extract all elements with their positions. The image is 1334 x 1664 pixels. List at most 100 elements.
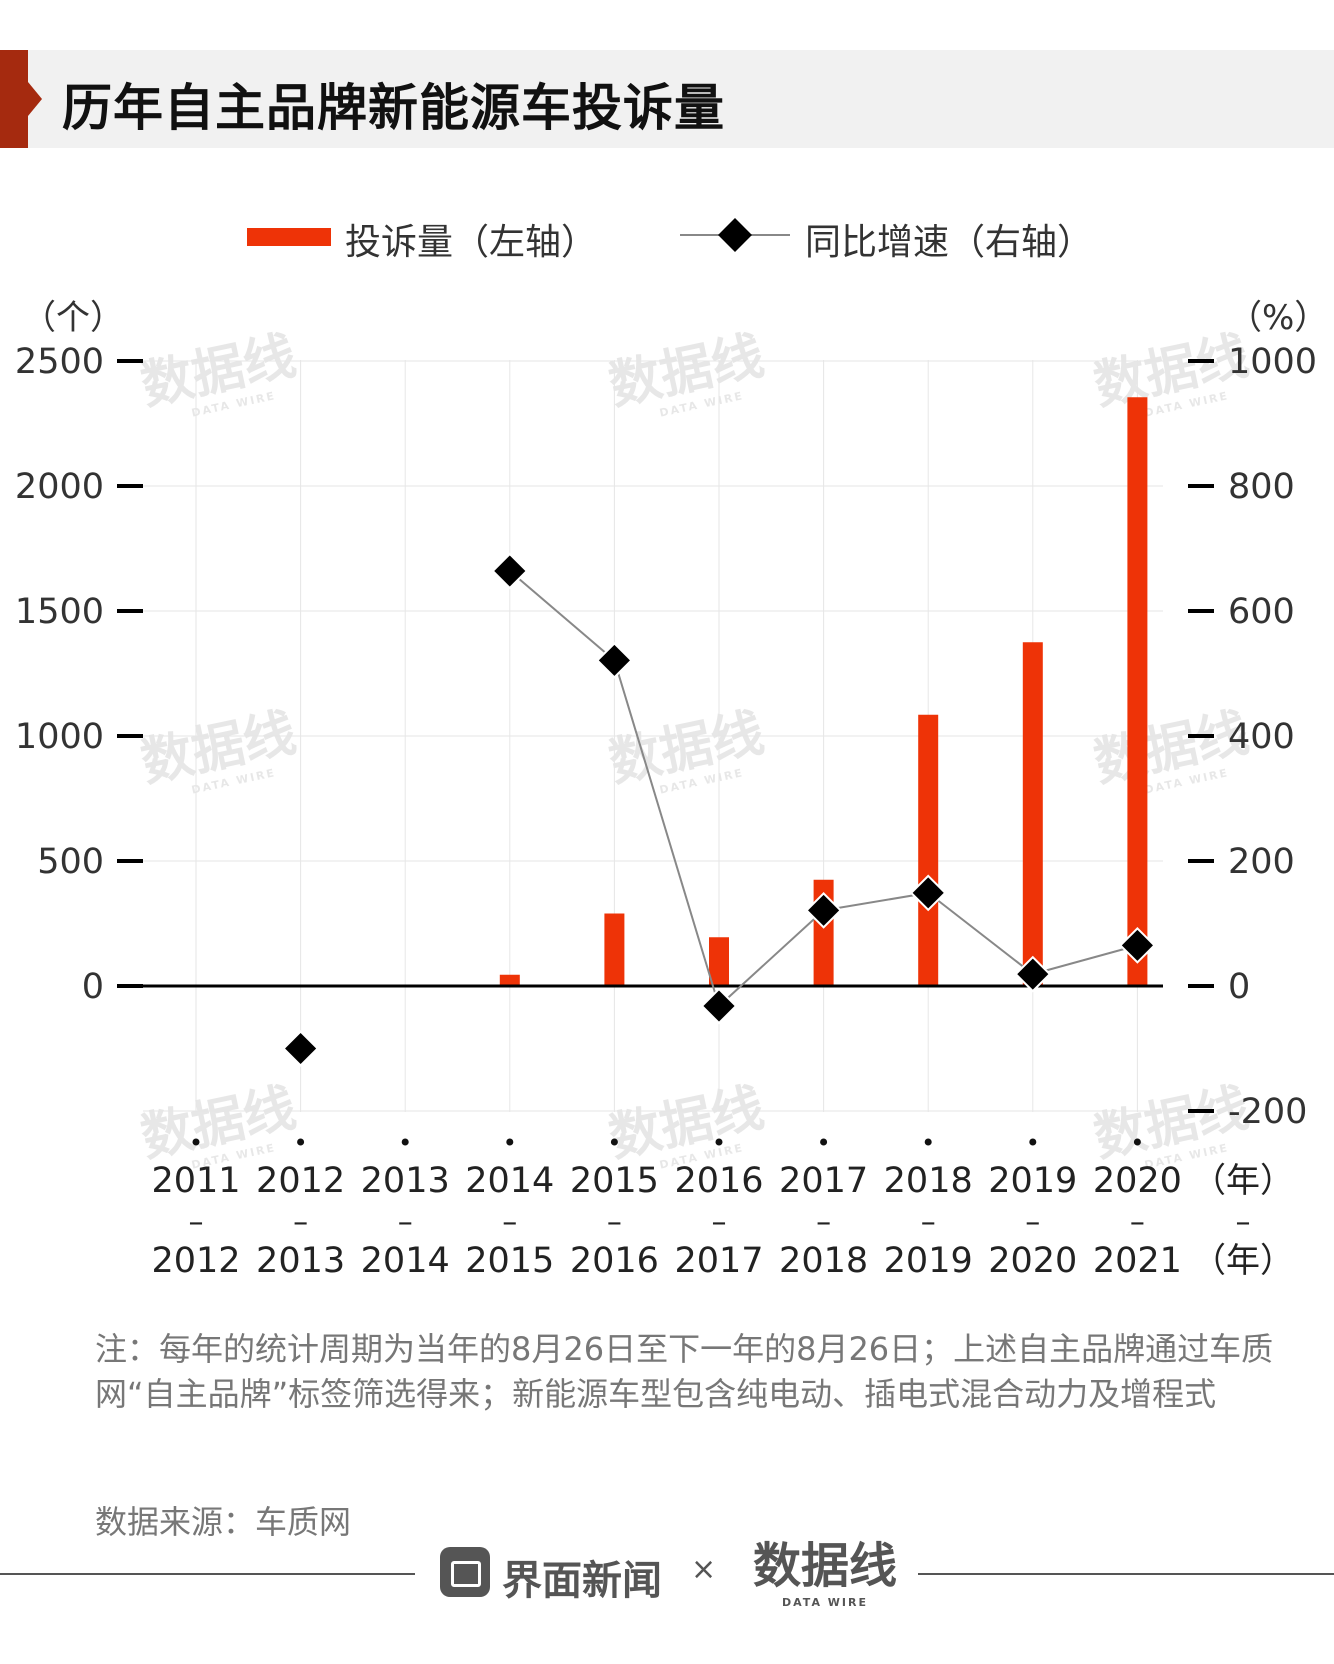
x-tick-dot <box>506 1138 514 1146</box>
x-label-start: 2011 <box>151 1161 240 1201</box>
right-tick-label: 200 <box>1228 842 1295 882</box>
growth-marker <box>596 641 633 679</box>
legend-bar-swatch <box>247 228 331 246</box>
x-unit-dash: – <box>1236 1205 1251 1240</box>
x-label-end: 2013 <box>256 1241 345 1281</box>
x-label-start: 2013 <box>361 1161 450 1201</box>
x-tick-dot <box>297 1138 305 1146</box>
right-tick-label: 800 <box>1228 467 1295 507</box>
right-tick-label: -200 <box>1228 1092 1307 1132</box>
x-label-dash: – <box>921 1205 936 1240</box>
growth-marker <box>909 874 947 912</box>
datawire-logo-sub: DATA WIRE <box>782 1596 868 1609</box>
x-label-start: 2017 <box>779 1161 868 1201</box>
x-label-dash: – <box>607 1205 622 1240</box>
x-label-end: 2015 <box>465 1241 554 1281</box>
growth-line-segment <box>1032 944 1138 976</box>
x-label-dash: – <box>712 1205 727 1240</box>
x-label-end: 2016 <box>570 1241 659 1281</box>
x-unit-top: （年） <box>1192 1161 1294 1201</box>
x-tick-dot <box>401 1138 409 1146</box>
bar <box>1127 397 1148 986</box>
x-label-end: 2017 <box>674 1241 763 1281</box>
x-label-start: 2019 <box>988 1161 1077 1201</box>
right-tick-label: 400 <box>1228 717 1295 757</box>
growth-line-segment <box>509 570 616 662</box>
datawire-logo: 数据线 DATA WIRE <box>753 1538 897 1609</box>
left-tick-label: 2000 <box>15 467 104 507</box>
bar <box>499 974 520 986</box>
left-tick-label: 2500 <box>15 342 104 382</box>
x-label-start: 2012 <box>256 1161 345 1201</box>
note: 注：每年的统计周期为当年的8月26日至下一年的8月26日；上述自主品牌通过车质网… <box>95 1330 1274 1413</box>
footer-brand: 界面新闻 <box>502 1558 662 1604</box>
legend-line-label: 同比增速（右轴） <box>805 222 1094 263</box>
x-label-dash: – <box>502 1205 517 1240</box>
x-tick-dot <box>1133 1138 1141 1146</box>
growth-marker <box>1119 926 1156 964</box>
legend-line-swatch <box>680 218 790 252</box>
left-tick-label: 0 <box>82 967 104 1007</box>
right-axis-unit: （%） <box>1228 298 1329 338</box>
x-label-end: 2014 <box>361 1241 450 1281</box>
right-tick-label: 0 <box>1228 967 1250 1007</box>
datawire-logo-text: 数据线 <box>753 1538 897 1594</box>
x-label-start: 2015 <box>570 1161 659 1201</box>
x-label-start: 2016 <box>674 1161 763 1201</box>
x-label-dash: – <box>293 1205 308 1240</box>
bar <box>709 937 729 986</box>
x-label-dash: – <box>1130 1205 1145 1240</box>
x-tick-dot <box>1029 1138 1037 1146</box>
footer-divider-right <box>918 1573 1334 1575</box>
x-label-start: 2014 <box>465 1161 554 1201</box>
title-arrow-icon <box>28 82 42 116</box>
bar <box>604 913 625 986</box>
chart-title: 历年自主品牌新能源车投诉量 <box>62 79 725 137</box>
footer-divider-left <box>0 1573 415 1575</box>
bar <box>1022 642 1043 986</box>
x-label-end: 2012 <box>151 1241 240 1281</box>
source: 数据来源：车质网 <box>95 1503 352 1541</box>
x-label-dash: – <box>816 1205 831 1240</box>
x-tick-dot <box>820 1138 828 1146</box>
growth-marker <box>491 552 529 590</box>
growth-marker <box>700 987 738 1025</box>
growth-line-segment <box>718 909 825 1007</box>
x-label-start: 2018 <box>884 1161 973 1201</box>
growth-line-segment <box>927 892 1034 975</box>
bar <box>918 714 939 986</box>
left-tick-label: 1000 <box>15 717 104 757</box>
x-label-end: 2018 <box>779 1241 868 1281</box>
x-tick-dot <box>192 1138 200 1146</box>
growth-marker <box>1014 955 1052 993</box>
footer-separator: × <box>691 1552 717 1587</box>
x-label-end: 2020 <box>988 1241 1077 1281</box>
left-tick-label: 1500 <box>15 592 104 632</box>
growth-line-segment <box>613 660 720 1007</box>
legend-bar-label: 投诉量（左轴） <box>345 222 598 263</box>
x-label-dash: – <box>1025 1205 1040 1240</box>
growth-marker <box>805 891 842 929</box>
jiemian-logo-icon <box>440 1547 490 1597</box>
legend: 投诉量（左轴） 同比增速（右轴） <box>245 210 1145 263</box>
left-axis-unit: （个） <box>22 298 124 338</box>
right-tick-label: 1000 <box>1228 342 1317 382</box>
title-accent <box>0 50 28 148</box>
x-label-dash: – <box>189 1205 204 1240</box>
x-label-end: 2021 <box>1093 1241 1182 1281</box>
x-label-start: 2020 <box>1093 1161 1182 1201</box>
title-bar: 历年自主品牌新能源车投诉量 <box>0 50 1334 148</box>
growth-marker <box>282 1030 319 1067</box>
x-tick-dot <box>715 1138 723 1146</box>
x-label-end: 2019 <box>884 1241 973 1281</box>
growth-line-segment <box>823 891 929 912</box>
x-tick-dot <box>924 1138 932 1146</box>
x-unit-bottom: （年） <box>1192 1241 1294 1281</box>
right-tick-label: 600 <box>1228 592 1295 632</box>
x-tick-dot <box>610 1138 618 1146</box>
x-label-dash: – <box>398 1205 413 1240</box>
